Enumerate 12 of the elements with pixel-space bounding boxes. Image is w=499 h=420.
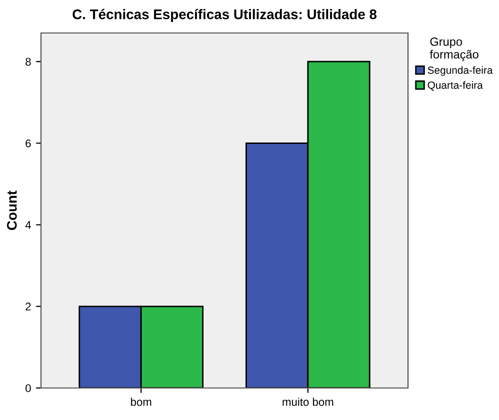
y-axis-title: Count [6, 190, 17, 230]
legend-title: Grupo formação [430, 37, 478, 61]
y-tick-label: 0 [26, 384, 31, 392]
y-tick-label: 4 [25, 221, 31, 229]
y-tick-label: 8 [26, 58, 31, 66]
x-tick-label: bom [131, 398, 152, 406]
chart-title: C. Técnicas Específicas Utilizadas: Utilidade 8 [72, 8, 377, 22]
x-tick-label: muito bom [282, 398, 334, 406]
legend-label: Segunda-feira [428, 66, 493, 76]
legend-label: Quarta-feira [428, 81, 483, 91]
y-tick-label: 6 [26, 139, 31, 148]
y-tick-label: 2 [26, 302, 31, 310]
